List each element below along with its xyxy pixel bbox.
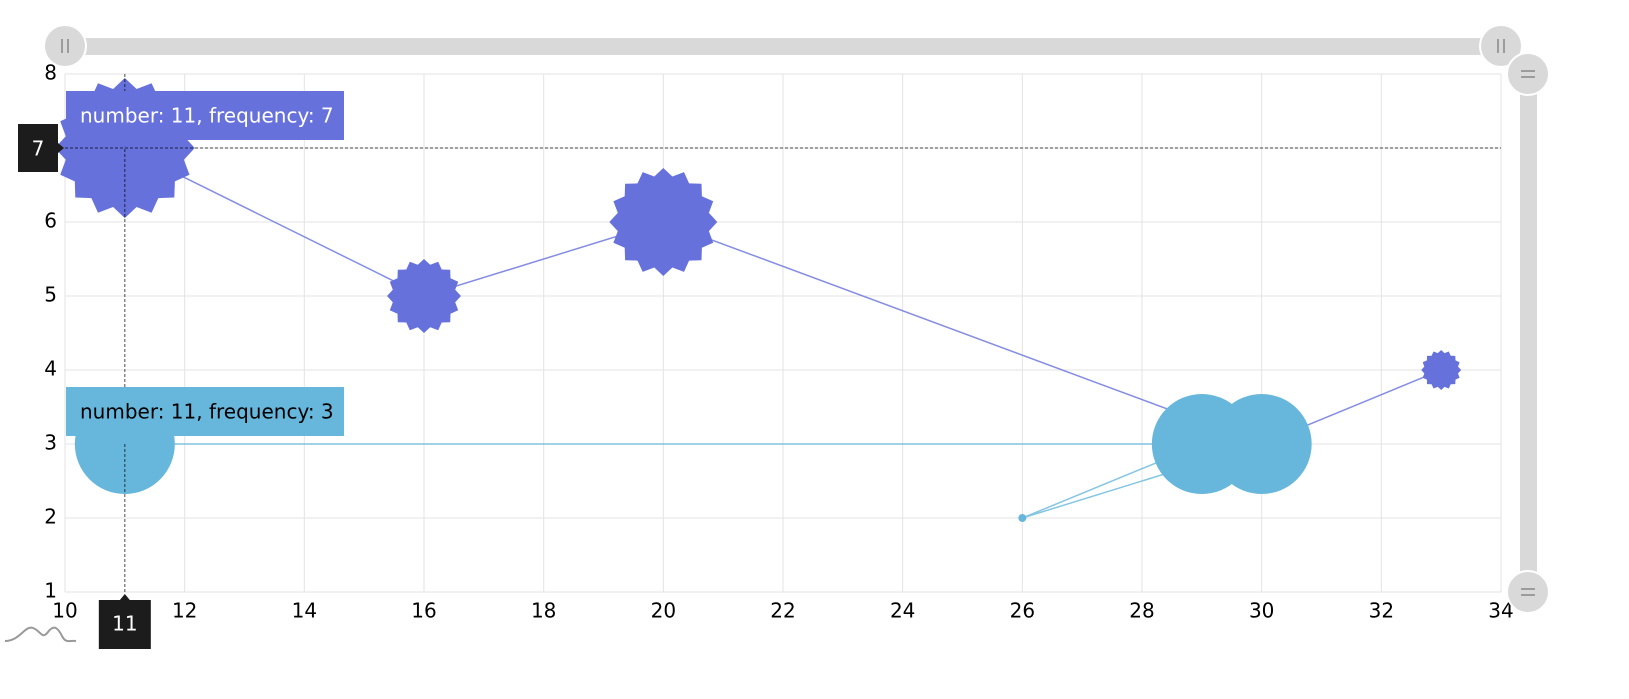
grip-icon — [1521, 70, 1535, 596]
scrollbar-x[interactable] — [43, 24, 1523, 68]
logo — [4, 626, 77, 643]
x-tick-label: 32 — [1369, 599, 1394, 623]
bubble — [387, 259, 461, 333]
y-tick-label: 1 — [44, 579, 57, 603]
y-tick-label: 4 — [44, 357, 57, 381]
tooltip-bg — [66, 91, 344, 147]
scrollbar-grip[interactable] — [1479, 24, 1523, 68]
x-tick-label: 16 — [411, 599, 436, 623]
x-tick-label: 18 — [531, 599, 556, 623]
cursor-label-bg — [18, 124, 64, 172]
x-tick-label: 26 — [1010, 599, 1035, 623]
cursor-label-x: 11 — [112, 612, 137, 636]
tooltip-text: number: 11, frequency: 7 — [80, 104, 334, 128]
y-tick-label: 2 — [44, 505, 57, 529]
y-tick-label: 3 — [44, 431, 57, 455]
bubble — [1018, 514, 1027, 522]
scrollbar-track[interactable] — [65, 38, 1501, 55]
series-line — [124, 443, 1262, 519]
bubble — [609, 168, 718, 276]
scrollbar-track[interactable] — [1520, 74, 1537, 592]
x-tick-label: 20 — [651, 599, 676, 623]
scrollbar-grip[interactable] — [43, 24, 87, 68]
x-tick-label: 12 — [172, 599, 197, 623]
grip-icon — [61, 39, 1505, 53]
scrollbar-grip[interactable] — [1506, 570, 1550, 614]
y-tick-label: 8 — [44, 61, 57, 85]
y-tick-label: 5 — [44, 283, 57, 307]
scrollbar-y[interactable] — [1506, 52, 1550, 614]
scrollbar-grip[interactable] — [1506, 52, 1550, 96]
cursor-label-bg — [98, 594, 151, 649]
bubble — [1421, 350, 1462, 390]
tooltip-text: number: 11, frequency: 3 — [80, 400, 334, 424]
x-tick-label: 28 — [1129, 599, 1154, 623]
bubble — [1211, 394, 1312, 494]
y-tick-label: 6 — [44, 209, 57, 233]
x-tick-label: 30 — [1249, 599, 1274, 623]
x-tick-label: 22 — [770, 599, 795, 623]
cursor-label-y: 7 — [32, 137, 45, 161]
x-tick-label: 14 — [292, 599, 317, 623]
x-tick-label: 24 — [890, 599, 915, 623]
tooltip-bg — [66, 387, 344, 443]
plot: 1234567810121416182022242628303234 — [44, 61, 1513, 623]
x-tick-label: 10 — [52, 599, 77, 623]
